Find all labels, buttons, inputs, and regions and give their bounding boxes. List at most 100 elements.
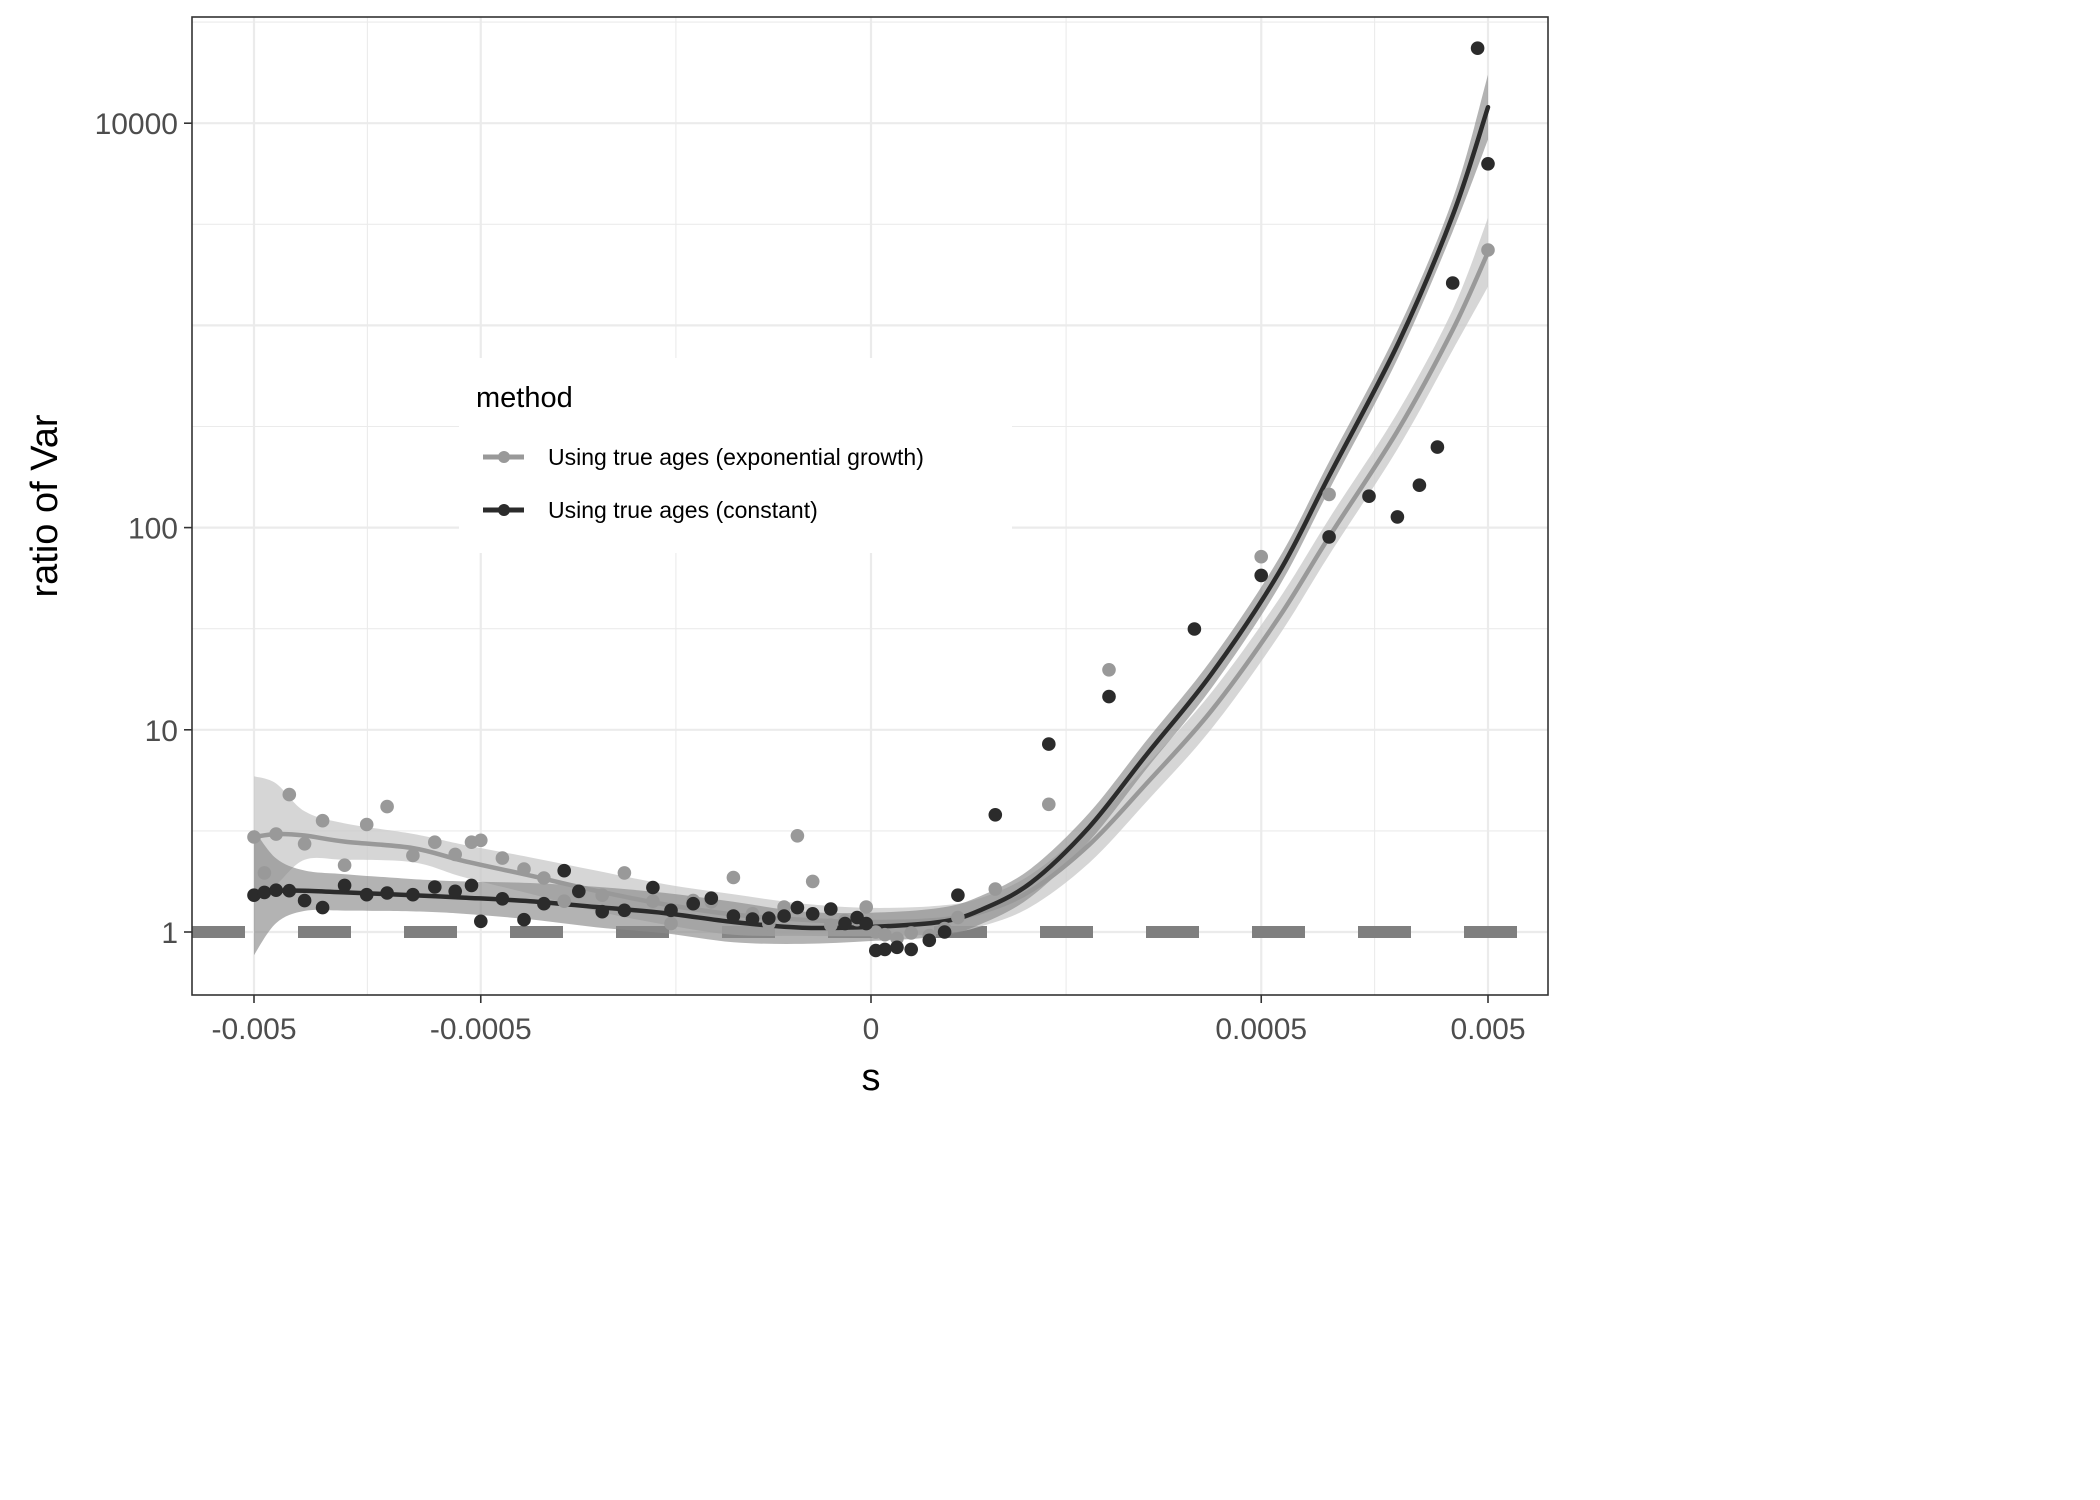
data-point: [247, 830, 261, 844]
legend-label-exponential-growth: Using true ages (exponential growth): [548, 444, 924, 470]
data-point: [704, 891, 719, 905]
data-point: [464, 878, 479, 893]
data-point: [988, 882, 1003, 896]
data-point: [1362, 489, 1376, 504]
data-point: [517, 862, 531, 876]
data-point: [495, 892, 510, 906]
data-point: [838, 916, 852, 931]
data-point: [1322, 530, 1336, 544]
data-point: [878, 927, 892, 942]
data-point: [428, 880, 442, 894]
confidence-band-0: [254, 217, 1488, 937]
data-point: [406, 887, 420, 902]
trend-line-0: [251, 250, 1491, 925]
data-point: [617, 903, 632, 918]
data-point: [859, 900, 873, 914]
data-point: [1042, 797, 1056, 812]
y-axis: 1 10 100 10000: [95, 108, 192, 950]
data-point: [474, 914, 488, 929]
data-point: [1430, 440, 1445, 454]
data-point: [859, 916, 873, 931]
data-point: [904, 926, 918, 940]
legend-label-constant: Using true ages (constant): [548, 497, 818, 523]
data-point: [537, 871, 551, 885]
legend-title: method: [476, 382, 573, 414]
data-point: [1254, 568, 1268, 583]
data-point: [790, 900, 805, 915]
data-point: [257, 866, 272, 880]
data-point: [922, 933, 937, 948]
x-tick-label: -0.005: [211, 1013, 296, 1046]
data-point: [1445, 276, 1460, 290]
x-axis-title: s: [862, 1057, 881, 1099]
data-point: [824, 902, 838, 916]
data-point: [790, 829, 805, 843]
data-point: [988, 808, 1003, 822]
data-point: [1254, 549, 1268, 564]
data-point: [557, 894, 571, 908]
x-tick-label: 0.005: [1450, 1013, 1525, 1046]
data-point: [1481, 157, 1495, 171]
data-point: [805, 907, 820, 921]
data-point: [428, 835, 442, 849]
data-point: [726, 909, 741, 923]
legend-background: [459, 358, 1012, 553]
x-axis: -0.005 -0.0005 0 0.0005 0.005: [211, 995, 1526, 1046]
data-point: [686, 896, 700, 911]
y-tick-label: 1: [161, 917, 178, 950]
x-tick-label: 0: [863, 1013, 880, 1046]
x-tick-label: -0.0005: [430, 1013, 532, 1046]
data-point: [448, 884, 463, 899]
data-point: [282, 883, 297, 898]
data-point: [664, 903, 678, 918]
data-point: [1102, 663, 1116, 677]
data-point: [878, 942, 892, 957]
data-point: [257, 885, 272, 900]
data-point: [572, 884, 586, 899]
data-points: [247, 41, 1495, 958]
data-point: [1042, 737, 1056, 751]
data-point: [762, 911, 776, 925]
data-point: [406, 848, 420, 863]
data-point: [247, 888, 261, 902]
data-point: [359, 817, 374, 832]
data-point: [617, 866, 632, 880]
data-point: [1481, 243, 1495, 257]
confidence-bands: [254, 74, 1488, 956]
data-point: [269, 883, 283, 897]
data-point: [951, 910, 965, 925]
data-point: [297, 893, 312, 908]
data-point: [495, 851, 510, 865]
data-point: [474, 833, 488, 848]
plot-panel-border: [191, 16, 1549, 996]
data-point: [359, 887, 374, 902]
data-point: [297, 837, 312, 851]
legend-key-constant: [483, 504, 524, 516]
data-point: [951, 888, 965, 902]
data-point: [745, 912, 760, 926]
data-point: [380, 886, 394, 900]
data-point: [337, 858, 352, 872]
data-point: [646, 880, 660, 895]
y-tick-label: 10: [145, 715, 178, 748]
data-point: [557, 863, 571, 878]
data-point: [337, 878, 352, 893]
y-tick-label: 100: [128, 513, 178, 546]
data-point: [315, 900, 330, 915]
data-point: [1390, 510, 1405, 524]
data-point: [726, 870, 741, 885]
data-point: [890, 940, 904, 955]
data-point: [595, 904, 609, 919]
data-point: [1102, 689, 1116, 704]
data-point: [595, 888, 609, 902]
y-tick-label: 10000: [95, 108, 178, 141]
data-point: [380, 799, 394, 814]
data-point: [777, 909, 791, 923]
data-point: [904, 942, 918, 957]
data-point: [269, 827, 283, 841]
data-point: [937, 925, 952, 939]
data-point: [646, 894, 660, 908]
data-point: [537, 896, 551, 911]
data-point: [1412, 478, 1427, 493]
